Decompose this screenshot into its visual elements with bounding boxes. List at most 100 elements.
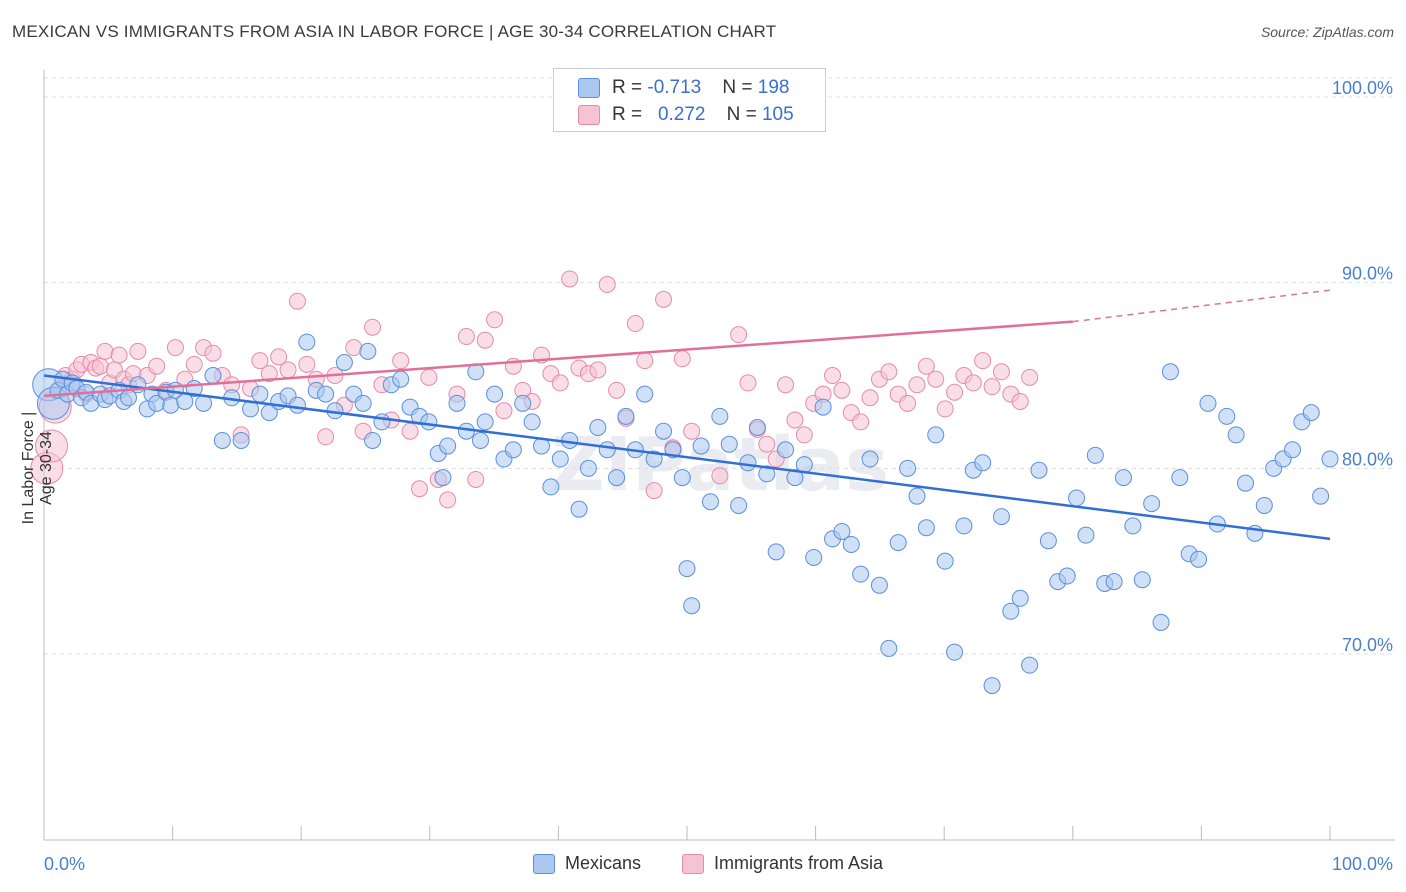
- data-point: [842, 535, 860, 553]
- data-point: [636, 352, 654, 370]
- data-point: [589, 418, 607, 436]
- data-point: [345, 339, 363, 357]
- data-point: [579, 459, 597, 477]
- data-point: [434, 469, 452, 487]
- data-point: [364, 431, 382, 449]
- data-point: [636, 385, 654, 403]
- data-point: [96, 342, 114, 360]
- data-point: [711, 467, 729, 485]
- data-point: [983, 677, 1001, 695]
- data-point: [917, 519, 935, 537]
- data-point: [974, 352, 992, 370]
- data-point: [232, 431, 250, 449]
- data-point: [678, 560, 696, 578]
- legend-n-value: 105: [761, 104, 794, 125]
- data-point: [1030, 461, 1048, 479]
- trend-line-mexicans: [43, 374, 1331, 541]
- data-point: [899, 459, 917, 477]
- data-point: [805, 548, 823, 566]
- data-point: [833, 522, 851, 540]
- data-point: [683, 597, 701, 615]
- data-point: [673, 469, 691, 487]
- data-point: [551, 374, 569, 392]
- data-point: [1227, 426, 1245, 444]
- data-point: [880, 639, 898, 657]
- watermark: ZIPatlas: [551, 422, 889, 508]
- data-point: [739, 374, 757, 392]
- data-point: [392, 370, 410, 388]
- data-point: [955, 517, 973, 535]
- data-point: [739, 454, 757, 472]
- y-tick-label: 100.0%: [1332, 78, 1393, 98]
- data-point: [645, 482, 663, 500]
- data-point: [861, 450, 879, 468]
- data-point: [608, 469, 626, 487]
- data-point: [852, 565, 870, 583]
- bottom-swatch-blue: [533, 854, 555, 874]
- data-point: [936, 400, 954, 418]
- data-point: [504, 441, 522, 459]
- data-point: [270, 348, 288, 366]
- data-point: [476, 331, 494, 349]
- data-point: [870, 576, 888, 594]
- data-point: [692, 437, 710, 455]
- data-point: [617, 407, 635, 425]
- data-point: [288, 396, 306, 414]
- data-point: [598, 276, 616, 294]
- data-point: [279, 361, 297, 379]
- data-point: [1218, 407, 1236, 425]
- data-point: [1255, 496, 1273, 514]
- data-point: [992, 508, 1010, 526]
- data-point: [655, 290, 673, 308]
- data-point: [946, 643, 964, 661]
- bottom-swatch-pink: [682, 854, 704, 874]
- y-tick-label: 90.0%: [1342, 264, 1393, 284]
- data-point: [1011, 392, 1029, 410]
- data-point: [777, 376, 795, 394]
- data-point: [166, 339, 184, 357]
- data-point: [598, 441, 616, 459]
- legend-swatch-pink: [578, 105, 600, 125]
- data-point: [1058, 567, 1076, 585]
- data-point: [251, 385, 269, 403]
- data-point: [91, 357, 109, 375]
- data-point: [1171, 469, 1189, 487]
- data-point: [561, 270, 579, 288]
- data-point: [354, 394, 372, 412]
- data-point: [204, 367, 222, 384]
- data-point: [1199, 394, 1217, 412]
- data-point: [476, 413, 494, 431]
- data-point: [1133, 571, 1151, 589]
- correlation-legend: R = -0.713 N = 198 R = 0.272 N = 105: [553, 68, 826, 132]
- legend-n-label: N =: [722, 77, 758, 98]
- data-point: [683, 422, 701, 440]
- data-point: [514, 394, 532, 412]
- data-point: [1002, 602, 1020, 620]
- legend-r-value: -0.713: [647, 77, 702, 98]
- data-point: [373, 413, 391, 431]
- data-point: [420, 368, 438, 386]
- data-point: [758, 435, 776, 453]
- data-point: [1086, 446, 1104, 464]
- data-point: [486, 311, 504, 329]
- data-point: [767, 543, 785, 561]
- legend-n-label: N =: [726, 104, 762, 125]
- data-point: [129, 342, 147, 360]
- data-point: [899, 394, 917, 412]
- data-point: [936, 552, 954, 570]
- data-point: [1312, 487, 1330, 505]
- data-point: [589, 361, 607, 379]
- legend-r-value: 0.272: [657, 104, 706, 125]
- data-point: [551, 450, 569, 468]
- data-point: [852, 413, 870, 431]
- data-point: [1190, 550, 1208, 568]
- data-point: [471, 431, 489, 449]
- data-point: [1077, 526, 1095, 544]
- data-point: [195, 394, 213, 412]
- chart-title: MEXICAN VS IMMIGRANTS FROM ASIA IN LABOR…: [12, 22, 777, 41]
- data-point: [608, 381, 626, 399]
- data-point: [927, 426, 945, 444]
- data-point: [1105, 573, 1123, 591]
- trend-line-asia-extension: [1072, 289, 1331, 323]
